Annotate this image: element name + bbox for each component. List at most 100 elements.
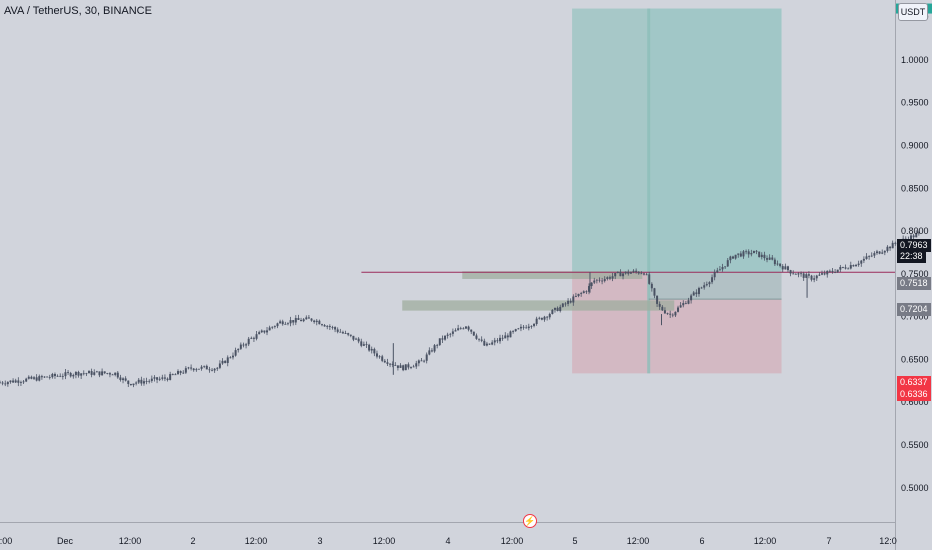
candle-body	[556, 307, 559, 312]
candle-body	[234, 350, 237, 356]
candle-body	[800, 273, 803, 275]
candle-body	[404, 364, 407, 371]
candle-body	[666, 313, 669, 315]
candle-body	[650, 283, 653, 289]
candle-body	[451, 331, 454, 334]
candle-body	[530, 325, 533, 327]
candle-body	[836, 269, 839, 273]
candle-body	[255, 334, 258, 339]
candle-body	[595, 279, 598, 281]
candle-body	[231, 355, 234, 358]
candle-body	[493, 340, 496, 343]
candle-body	[114, 372, 117, 375]
candle-body	[870, 255, 873, 257]
candle-body	[119, 377, 122, 381]
candle-body	[417, 360, 420, 364]
candle-body	[564, 303, 567, 305]
candle-body	[98, 371, 101, 376]
candle-body	[38, 376, 41, 381]
candle-body	[588, 286, 591, 292]
candle-body	[412, 366, 415, 368]
candle-body	[423, 360, 426, 362]
candle-body	[289, 320, 292, 324]
candle-body	[862, 258, 865, 261]
candle-body	[601, 280, 604, 282]
candle-body	[22, 381, 25, 383]
candle-body	[357, 338, 360, 342]
x-tick-label: :00	[0, 536, 12, 546]
candle-body	[59, 375, 62, 377]
candle-body	[616, 271, 619, 274]
candle-body	[669, 313, 672, 315]
candle-body	[894, 242, 897, 244]
candle-body	[237, 348, 240, 351]
candle-body	[69, 372, 72, 377]
candle-body	[567, 300, 570, 304]
support-zone-1	[402, 300, 675, 311]
candle-body	[111, 374, 114, 376]
candle-body	[572, 296, 575, 303]
candle-body	[208, 369, 211, 371]
candle-body	[389, 363, 392, 365]
candle-body	[174, 374, 177, 376]
candle-body	[768, 257, 771, 260]
candle-body	[229, 357, 232, 359]
candle-body	[46, 376, 49, 378]
candle-body	[365, 344, 368, 346]
y-tick-label: 0.6000	[901, 397, 929, 407]
candle-body	[878, 251, 881, 254]
candle-body	[300, 319, 303, 322]
candle-body	[606, 277, 609, 279]
candle-body	[622, 273, 625, 277]
candle-body	[56, 375, 59, 377]
candle-body	[284, 323, 287, 325]
candle-body	[747, 251, 750, 255]
candle-body	[279, 321, 282, 324]
candle-body	[784, 266, 787, 270]
candle-body	[860, 260, 863, 264]
candle-body	[454, 330, 457, 332]
candle-body	[4, 383, 7, 385]
candle-body	[653, 288, 656, 296]
x-tick-label: 12:00	[119, 536, 142, 546]
candle-body	[551, 309, 554, 315]
candle-body	[742, 251, 745, 257]
candle-body	[420, 360, 423, 362]
candle-body	[802, 273, 805, 278]
candle-body	[525, 327, 528, 329]
candle-body	[687, 300, 690, 304]
y-tick-label: 0.5000	[901, 483, 929, 493]
y-tick-label: 0.5500	[901, 440, 929, 450]
candle-body	[776, 263, 779, 265]
candle-body	[140, 379, 143, 384]
x-tick-label: 2	[190, 536, 195, 546]
candle-body	[276, 323, 279, 327]
currency-button[interactable]: USDT	[898, 3, 928, 21]
candle-body	[150, 378, 153, 381]
candle-body	[190, 367, 193, 369]
candle-body	[580, 293, 583, 294]
candle-body	[252, 337, 255, 339]
lightning-icon[interactable]: ⚡	[523, 514, 537, 528]
candle-body	[760, 254, 763, 258]
candle-body	[674, 311, 677, 316]
candle-body	[61, 376, 64, 377]
candle-body	[1, 382, 4, 384]
candle-body	[0, 382, 1, 384]
candle-body	[67, 372, 70, 373]
candle-body	[347, 333, 350, 335]
candle-body	[415, 363, 418, 367]
candle-body	[101, 371, 104, 376]
candle-body	[569, 300, 572, 303]
candle-body	[213, 368, 216, 371]
candle-body	[459, 328, 462, 330]
candle-body	[614, 273, 617, 277]
candle-body	[792, 273, 795, 275]
candle-body	[593, 280, 596, 283]
candle-body	[501, 337, 504, 339]
candle-body	[496, 340, 499, 342]
candle-body	[391, 363, 394, 366]
candle-body	[758, 251, 761, 258]
